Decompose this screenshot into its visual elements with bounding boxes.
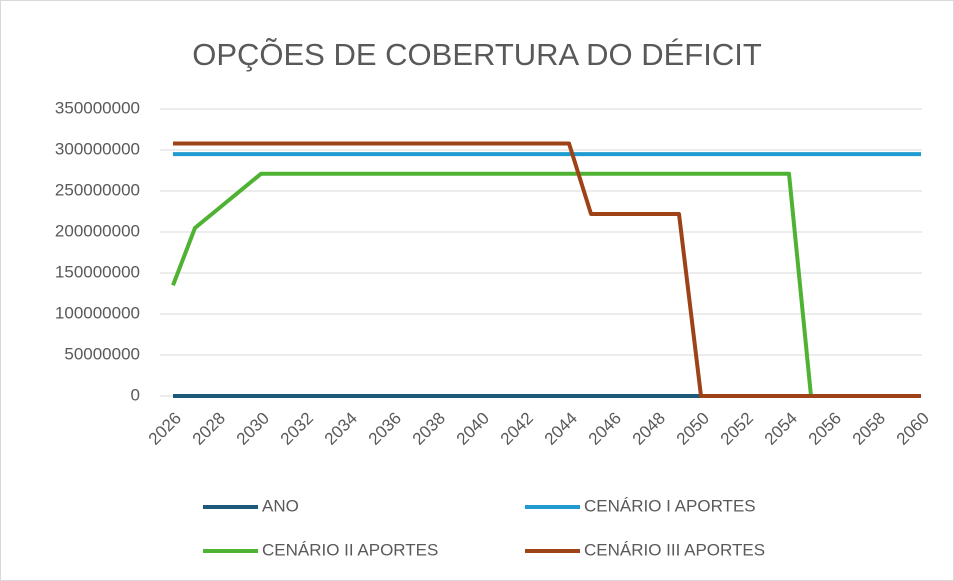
legend-label: ANO — [262, 496, 299, 515]
y-tick-label: 0 — [131, 385, 140, 404]
y-tick-label: 100000000 — [55, 303, 140, 322]
y-tick-label: 150000000 — [55, 262, 140, 281]
legend-label: CENÁRIO I APORTES — [584, 496, 756, 515]
y-tick-label: 350000000 — [55, 98, 140, 117]
chart-title: OPÇÕES DE COBERTURA DO DÉFICIT — [192, 37, 762, 72]
legend-label: CENÁRIO II APORTES — [262, 540, 438, 559]
y-tick-label: 200000000 — [55, 221, 140, 240]
series-line — [171, 171, 921, 398]
y-tick-label: 300000000 — [55, 139, 140, 158]
y-tick-label: 50000000 — [64, 344, 140, 363]
series-line — [173, 141, 921, 398]
legend-label: CENÁRIO III APORTES — [584, 540, 765, 559]
y-tick-label: 250000000 — [55, 180, 140, 199]
